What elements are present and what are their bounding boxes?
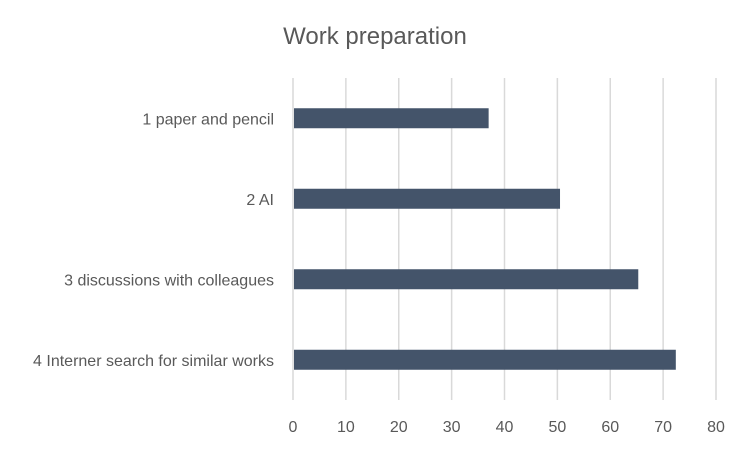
chart-title: Work preparation <box>283 23 467 50</box>
category-label: 2 AI <box>246 192 274 209</box>
gridlines <box>292 78 717 400</box>
bars <box>294 108 676 370</box>
x-tick-label: 70 <box>654 419 672 436</box>
x-tick-label: 40 <box>496 419 514 436</box>
x-tick-label: 0 <box>289 419 298 436</box>
category-labels: 1 paper and pencil 2 AI 3 discussions with… <box>33 111 274 370</box>
x-tick-label: 30 <box>443 419 461 436</box>
bar <box>294 349 676 370</box>
x-tick-label: 50 <box>548 419 566 436</box>
category-label: 1 paper and pencil <box>142 111 274 128</box>
category-label: 3 discussions with colleagues <box>64 272 274 289</box>
x-tick-label: 20 <box>390 419 408 436</box>
x-axis-tick-labels: 0 10 20 30 40 50 60 70 80 <box>289 419 725 436</box>
x-tick-label: 60 <box>601 419 619 436</box>
x-tick-label: 80 <box>707 419 725 436</box>
bar <box>294 269 639 290</box>
bar <box>294 108 489 129</box>
category-label: 4 Interner search for similar works <box>33 353 274 370</box>
x-tick-label: 10 <box>337 419 355 436</box>
bar <box>294 188 561 209</box>
